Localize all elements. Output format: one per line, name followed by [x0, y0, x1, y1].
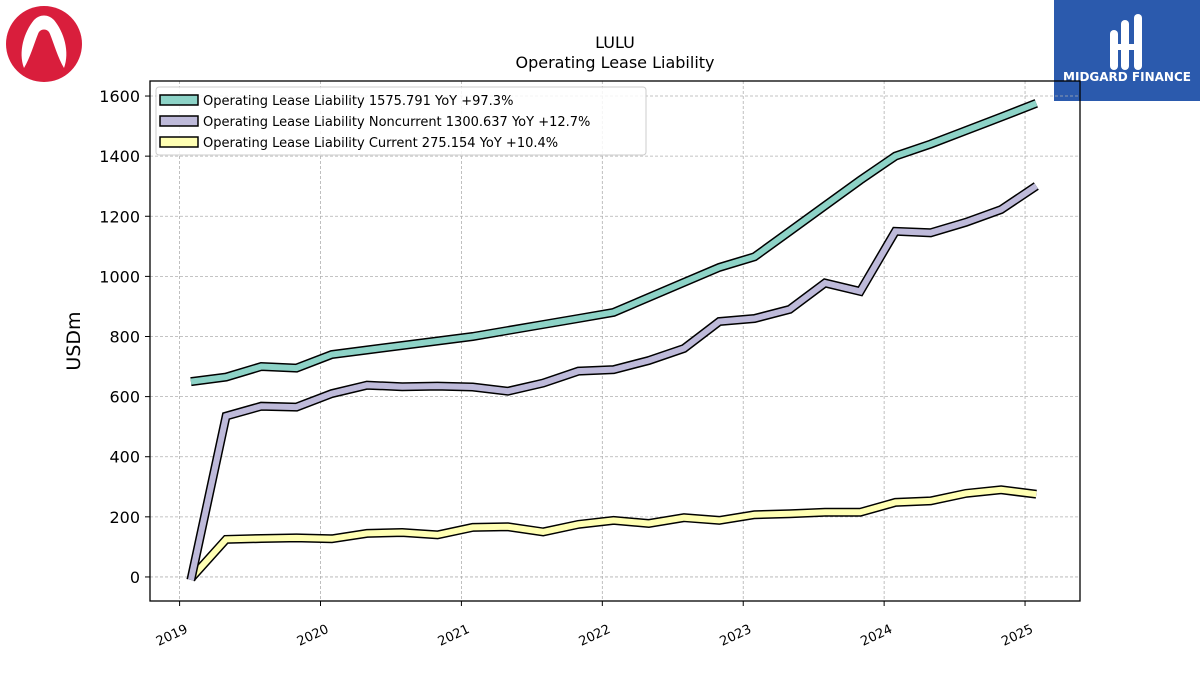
- x-tick-label: 2019: [154, 622, 190, 650]
- x-tick-label: 2024: [858, 622, 894, 650]
- y-tick-label: 1600: [99, 87, 140, 106]
- legend-label: Operating Lease Liability Noncurrent 130…: [203, 115, 590, 130]
- y-tick-label: 200: [109, 508, 140, 527]
- y-tick-label: 600: [109, 388, 140, 407]
- plot-frame: [149, 80, 1081, 602]
- lululemon-logo: [6, 6, 82, 82]
- y-tick-label: 400: [109, 448, 140, 467]
- chart-subtitle: Operating Lease Liability: [515, 53, 714, 72]
- series-operating-lease-liability-noncurrent: [186, 182, 1039, 581]
- series-line: [190, 100, 1038, 385]
- legend-item: Operating Lease Liability Current 275.15…: [159, 136, 558, 151]
- midgard-finance-logo: MIDGARD FINANCE: [1054, 0, 1200, 101]
- legend-label: Operating Lease Liability 1575.791 YoY +…: [203, 94, 513, 109]
- x-tick-label: 2025: [999, 622, 1035, 650]
- y-tick-label: 800: [109, 327, 140, 346]
- x-tick-label: 2021: [436, 622, 472, 650]
- y-tick-label: 1400: [99, 147, 140, 166]
- legend-swatch: [159, 136, 199, 148]
- series-layer: [186, 99, 1039, 582]
- legend-label: Operating Lease Liability Current 275.15…: [203, 136, 558, 151]
- y-tick-label: 1000: [99, 267, 140, 286]
- x-tick-label: 2023: [718, 622, 754, 650]
- legend: Operating Lease Liability 1575.791 YoY +…: [155, 86, 647, 156]
- legend-swatch: [159, 115, 199, 127]
- series-operating-lease-liability-current: [187, 485, 1037, 582]
- series-line: [188, 486, 1037, 581]
- legend-item: Operating Lease Liability Noncurrent 130…: [159, 115, 590, 130]
- x-tick-label: 2022: [577, 622, 613, 650]
- legend-item: Operating Lease Liability 1575.791 YoY +…: [159, 94, 513, 109]
- x-tick-label: 2020: [295, 622, 331, 650]
- y-axis-label: USDm: [63, 311, 85, 370]
- y-tick-label: 0: [130, 568, 140, 587]
- series-line: [187, 183, 1038, 581]
- series-operating-lease-liability: [190, 99, 1038, 387]
- legend-swatch: [159, 94, 199, 106]
- legend-box: [155, 86, 647, 156]
- chart-title: LULU: [595, 33, 635, 52]
- y-tick-label: 1200: [99, 207, 140, 226]
- midgard-finance-label: MIDGARD FINANCE: [1063, 70, 1191, 84]
